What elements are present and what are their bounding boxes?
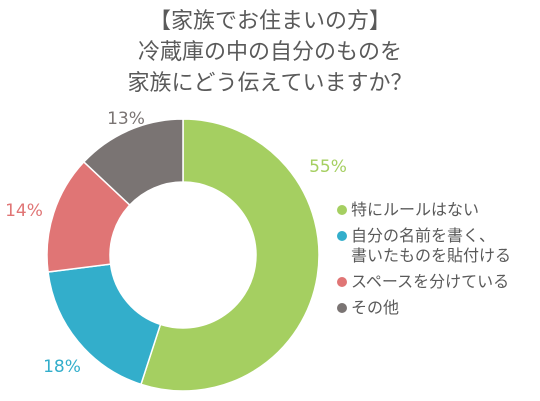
chart-title-line-3: 家族にどう伝えていますか？ (127, 71, 413, 96)
legend-label: スペースを分けている (351, 272, 510, 291)
slice-4 (82, 118, 184, 207)
chart-title: 【家族でお住まいの方】 冷蔵庫の中の自分のものを 家族にどう伝えていますか？ (0, 6, 540, 99)
legend-label: その他 (351, 298, 400, 317)
legend-label: 自分の名前を書く、 書いたものを貼付ける (351, 226, 512, 265)
chart-legend: 特にルールはない自分の名前を書く、 書いたものを貼付けるスペースを分けている その… (337, 200, 511, 324)
legend-label: 特にルールはない (351, 200, 480, 219)
chart-title-line-2: 冷蔵庫の中の自分のものを (137, 40, 402, 65)
data-label-4: 13% (107, 109, 145, 129)
legend-item-1: 特にルールはない (337, 200, 511, 220)
legend-item-3: スペースを分けている (337, 272, 511, 292)
data-label-2: 18% (43, 357, 81, 377)
legend-swatch-icon (337, 277, 347, 287)
legend-swatch-icon (337, 303, 347, 313)
slice-1 (140, 118, 320, 392)
legend-swatch-icon (337, 231, 347, 241)
legend-item-2: 自分の名前を書く、 書いたものを貼付ける (337, 226, 511, 266)
legend-swatch-icon (337, 205, 347, 215)
legend-item-4: その他 (337, 298, 511, 318)
data-label-3: 14% (5, 201, 43, 221)
data-label-1: 55% (309, 157, 347, 177)
chart-title-line-1: 【家族でお住まいの方】 (148, 9, 391, 34)
